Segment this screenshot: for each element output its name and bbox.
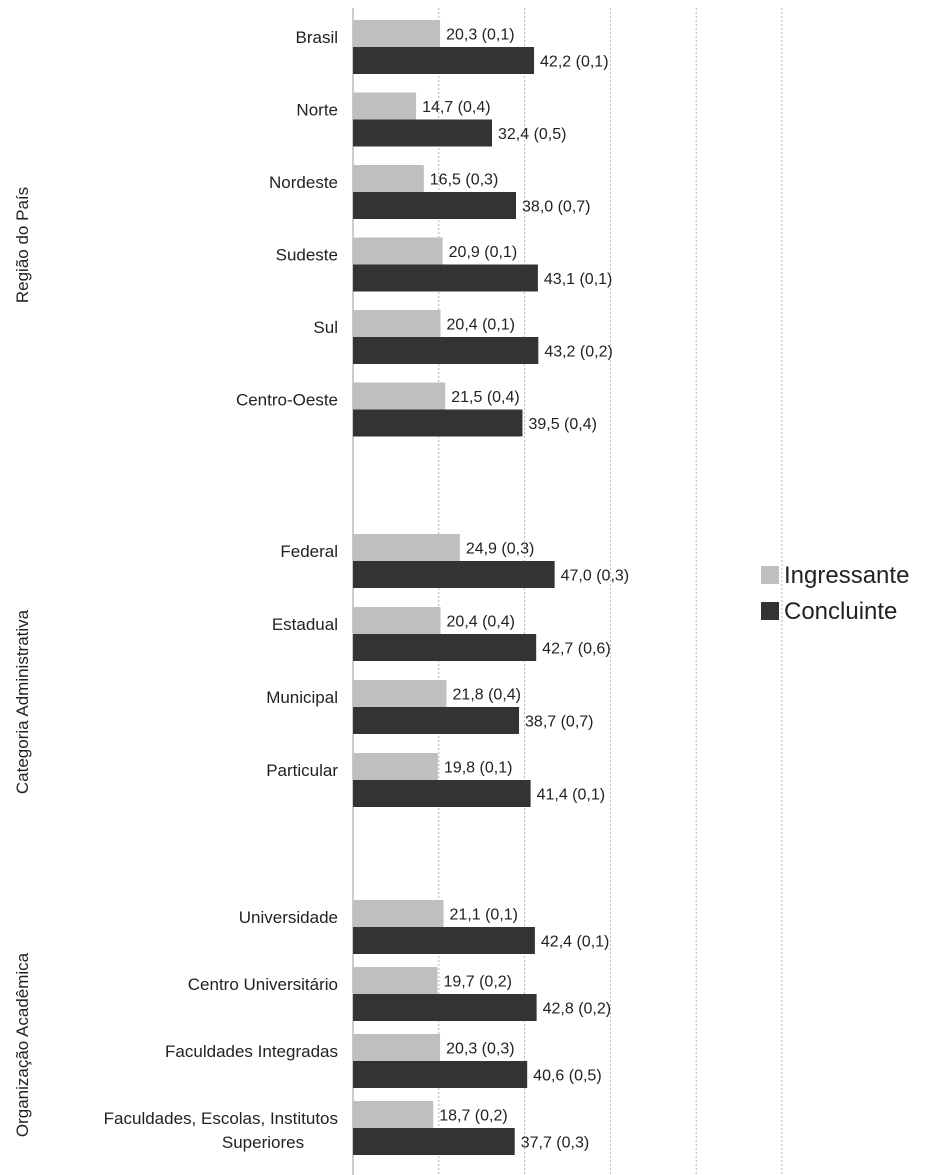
- value-label-concluinte: 42,4 (0,1): [541, 934, 609, 951]
- value-label-ingressante: 21,8 (0,4): [453, 687, 521, 704]
- legend-swatch-ingressante: [761, 566, 779, 584]
- value-label-concluinte: 38,0 (0,7): [522, 199, 590, 216]
- bar-concluinte: [353, 561, 555, 588]
- bar-ingressante: [353, 1034, 441, 1061]
- chart-bars: [353, 20, 555, 1155]
- value-label-concluinte: 42,7 (0,6): [542, 641, 610, 658]
- bar-ingressante: [353, 607, 441, 634]
- value-label-concluinte: 42,2 (0,1): [540, 54, 608, 71]
- bar-ingressante: [353, 310, 441, 337]
- group-label: Organização Acadêmica: [13, 952, 32, 1137]
- bar-ingressante: [353, 680, 447, 707]
- bar-concluinte: [353, 707, 520, 734]
- category-label: Estadual: [272, 615, 338, 634]
- bar-concluinte: [353, 47, 535, 74]
- category-label: Centro-Oeste: [236, 391, 338, 410]
- value-label-ingressante: 24,9 (0,3): [466, 541, 534, 558]
- category-label: Municipal: [266, 688, 338, 707]
- bar-concluinte: [353, 337, 539, 364]
- bar-concluinte: [353, 780, 531, 807]
- bar-ingressante: [353, 92, 417, 120]
- category-label: Particular: [266, 761, 338, 780]
- bar-concluinte: [353, 264, 538, 292]
- bar-concluinte: [353, 409, 523, 437]
- bar-ingressante: [353, 753, 438, 780]
- category-label: Sudeste: [276, 246, 338, 265]
- category-labels: Brasil Norte Nordeste Sudeste Sul Centro-Oest…: [104, 28, 339, 1152]
- value-label-ingressante: 21,1 (0,1): [450, 907, 518, 924]
- legend-label-ingressante: Ingressante: [784, 562, 909, 589]
- value-label-concluinte: 42,8 (0,2): [543, 1001, 611, 1018]
- value-labels: 20,3 (0,1) 42,2 (0,1) 14,7 (0,4) 32,4 (0,5)…: [422, 27, 629, 1152]
- value-label-concluinte: 41,4 (0,1): [537, 787, 605, 804]
- bar-ingressante: [353, 1101, 434, 1128]
- bar-concluinte: [353, 1128, 515, 1155]
- value-label-concluinte: 32,4 (0,5): [498, 126, 566, 143]
- legend-label-concluinte: Concluinte: [784, 598, 897, 625]
- bar-ingressante: [353, 20, 441, 47]
- category-label: Sul: [313, 318, 338, 337]
- bar-concluinte: [353, 634, 537, 661]
- legend-swatch-concluinte: [761, 602, 779, 620]
- group-label: Região do País: [13, 187, 32, 303]
- value-label-concluinte: 43,1 (0,1): [544, 271, 612, 288]
- value-label-concluinte: 39,5 (0,4): [528, 416, 596, 433]
- category-label: Brasil: [295, 28, 338, 47]
- bar-ingressante: [353, 165, 424, 192]
- category-label: Federal: [280, 542, 338, 561]
- value-label-ingressante: 14,7 (0,4): [422, 99, 490, 116]
- group-label: Categoria Administrativa: [13, 609, 32, 794]
- bar-concluinte: [353, 1061, 528, 1088]
- value-label-concluinte: 38,7 (0,7): [525, 714, 593, 731]
- value-label-ingressante: 19,7 (0,2): [444, 974, 512, 991]
- value-label-ingressante: 19,8 (0,1): [444, 760, 512, 777]
- legend: Ingressante Concluinte: [761, 562, 909, 625]
- value-label-ingressante: 20,4 (0,4): [447, 614, 515, 631]
- value-label-ingressante: 18,7 (0,2): [439, 1108, 507, 1125]
- category-label: Faculdades, Escolas, Institutos Superiore…: [104, 1109, 338, 1152]
- bar-concluinte: [353, 994, 537, 1021]
- bar-ingressante: [353, 382, 446, 410]
- value-label-concluinte: 37,7 (0,3): [521, 1135, 589, 1152]
- value-label-concluinte: 47,0 (0,3): [561, 568, 629, 585]
- value-label-ingressante: 20,4 (0,1): [447, 317, 515, 334]
- value-label-ingressante: 21,5 (0,4): [451, 389, 519, 406]
- bar-concluinte: [353, 119, 492, 147]
- category-label: Norte: [296, 101, 338, 120]
- value-label-ingressante: 20,9 (0,1): [449, 244, 517, 261]
- value-label-ingressante: 20,3 (0,1): [446, 27, 514, 44]
- value-label-concluinte: 43,2 (0,2): [544, 344, 612, 361]
- value-label-concluinte: 40,6 (0,5): [533, 1068, 601, 1085]
- category-label: Centro Universitário: [188, 975, 338, 994]
- value-label-ingressante: 20,3 (0,3): [446, 1041, 514, 1058]
- bar-ingressante: [353, 900, 444, 927]
- bar-concluinte: [353, 192, 517, 219]
- group-labels: Região do País Categoria Administrativa Or…: [13, 187, 32, 1137]
- category-label: Nordeste: [269, 173, 338, 192]
- bar-ingressante: [353, 967, 438, 994]
- category-label: Faculdades Integradas: [165, 1042, 338, 1061]
- bar-ingressante: [353, 534, 460, 561]
- bar-concluinte: [353, 927, 535, 954]
- bar-ingressante: [353, 237, 443, 265]
- category-label: Universidade: [239, 908, 338, 927]
- value-label-ingressante: 16,5 (0,3): [430, 172, 498, 189]
